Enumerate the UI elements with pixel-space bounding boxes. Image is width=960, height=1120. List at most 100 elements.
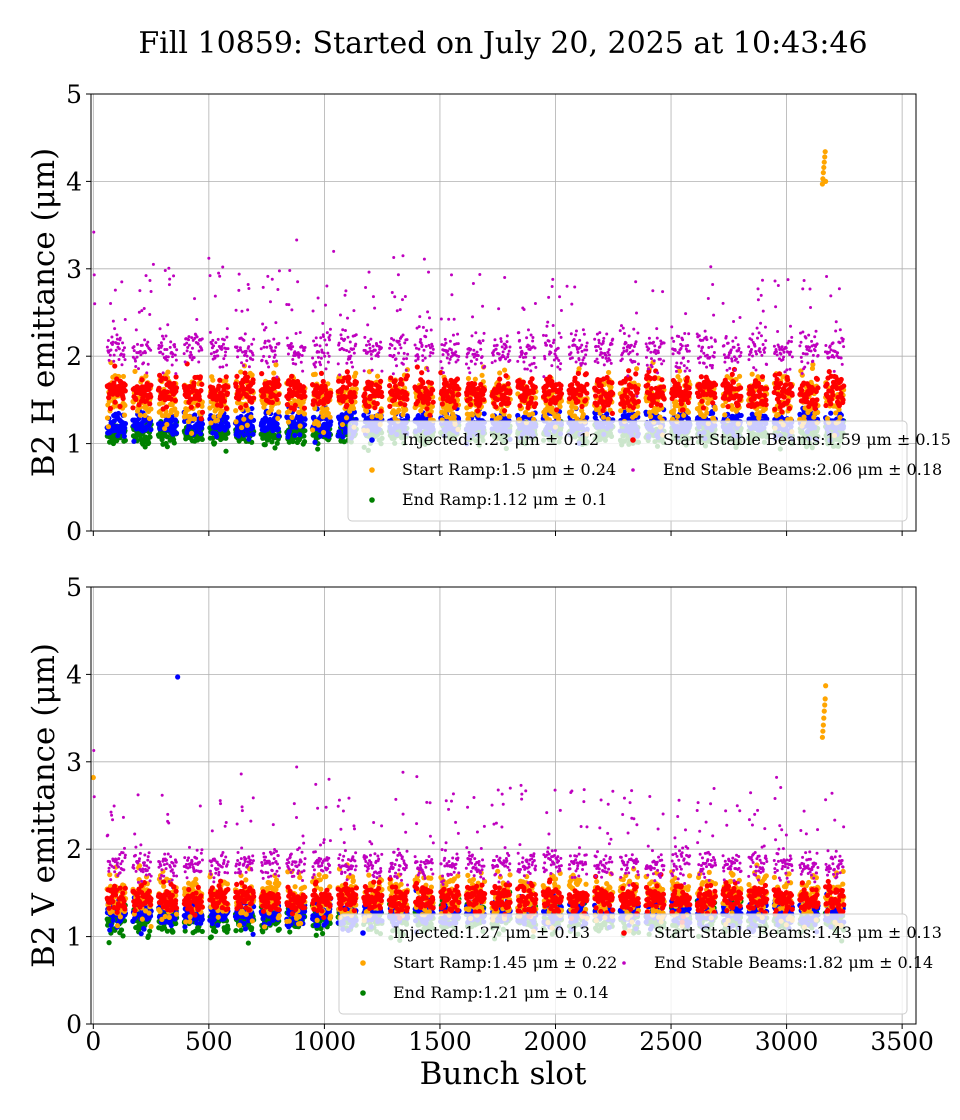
point-start_stable <box>243 402 249 408</box>
point-start_stable <box>774 376 780 382</box>
point-start_ramp <box>309 427 316 433</box>
point-start_stable <box>378 408 384 414</box>
point-end_stable <box>197 360 201 364</box>
point-end_stable <box>106 338 110 342</box>
point-start_stable <box>841 383 847 389</box>
point-end_stable <box>187 338 191 342</box>
point-start_stable <box>148 394 154 400</box>
point-start_stable <box>426 396 432 402</box>
point-end_stable <box>290 308 294 312</box>
point-start_stable <box>763 402 769 408</box>
point-end_stable <box>123 358 127 362</box>
point-start_stable <box>598 383 604 389</box>
point-end_stable <box>135 355 139 359</box>
point-end_stable <box>250 342 254 346</box>
point-end_stable <box>287 303 291 307</box>
point-start_stable <box>221 398 228 404</box>
point-start_ramp <box>568 408 575 415</box>
point-start_stable <box>387 403 393 409</box>
point-end_stable <box>175 348 179 352</box>
point-end_ramp <box>122 437 128 444</box>
point-end_stable <box>132 349 136 353</box>
point-start_stable <box>173 385 180 391</box>
point-end_stable <box>109 348 113 352</box>
point-start_ramp <box>501 367 508 373</box>
point-start_stable <box>505 396 511 402</box>
point-end_stable <box>171 355 175 359</box>
point-start_stable <box>572 375 578 381</box>
point-start_stable <box>635 398 642 405</box>
point-end_stable <box>140 343 144 347</box>
point-start_ramp <box>396 407 402 413</box>
point-injected <box>738 412 744 419</box>
point-end_stable <box>303 345 307 349</box>
point-start_stable <box>198 387 204 394</box>
point-injected <box>292 432 298 438</box>
point-start_stable <box>362 396 368 402</box>
point-end_stable <box>291 345 295 349</box>
point-start_ramp <box>469 412 475 418</box>
point-end_stable <box>192 356 196 360</box>
point-start_stable <box>824 381 830 387</box>
point-end_stable <box>189 353 193 357</box>
point-start_ramp <box>324 406 330 412</box>
point-start_ramp <box>576 366 582 372</box>
point-injected <box>213 433 220 440</box>
point-start_stable <box>344 402 350 408</box>
point-start_ramp <box>104 415 111 421</box>
point-start_stable <box>840 397 846 403</box>
point-start_stable <box>838 376 844 383</box>
point-end_stable <box>189 350 193 354</box>
point-start_stable <box>250 377 256 383</box>
point-end_stable <box>224 350 228 354</box>
point-end_stable <box>262 345 266 349</box>
point-end_ramp <box>142 444 148 450</box>
point-injected <box>173 430 180 436</box>
point-start_stable <box>195 402 201 408</box>
point-start_stable <box>217 377 223 383</box>
point-start_stable <box>785 398 791 404</box>
point-start_stable <box>579 403 585 410</box>
point-start_ramp <box>165 369 171 375</box>
point-start_stable <box>828 401 834 407</box>
point-start_stable <box>497 376 503 382</box>
point-start_ramp <box>369 414 375 420</box>
point-start_stable <box>196 396 203 403</box>
point-end_ramp <box>159 437 165 443</box>
point-end_stable <box>145 371 149 375</box>
point-start_stable <box>399 381 405 387</box>
point-start_stable <box>778 380 784 387</box>
point-start_stable <box>762 392 768 399</box>
point-end_stable <box>277 269 281 273</box>
point-start_ramp <box>600 414 607 420</box>
point-start_stable <box>346 375 352 381</box>
point-start_stable <box>430 387 436 393</box>
point-end_stable <box>218 274 222 278</box>
point-start_stable <box>781 394 787 400</box>
point-start_ramp <box>233 419 239 425</box>
point-start_stable <box>112 399 118 405</box>
point-end_stable <box>289 341 293 345</box>
point-end_stable <box>251 358 255 362</box>
point-start_stable <box>353 379 359 385</box>
point-start_stable <box>554 407 560 413</box>
point-start_stable <box>684 375 690 381</box>
point-start_stable <box>249 388 255 394</box>
point-end_stable <box>115 333 119 337</box>
point-start_stable <box>501 408 508 414</box>
point-start_stable <box>826 369 832 375</box>
point-end_ramp <box>223 448 229 454</box>
point-end_stable <box>138 289 142 293</box>
point-injected <box>131 438 137 444</box>
point-injected <box>121 433 127 439</box>
point-end_stable <box>148 279 152 283</box>
point-injected <box>198 431 204 437</box>
point-end_stable <box>173 345 177 349</box>
point-end_stable <box>158 327 162 331</box>
point-end_ramp <box>114 438 120 444</box>
point-start_stable <box>830 392 836 398</box>
point-end_stable <box>120 280 124 284</box>
point-end_stable <box>122 346 126 350</box>
point-end_ramp <box>145 440 152 446</box>
point-end_ramp <box>223 435 229 441</box>
